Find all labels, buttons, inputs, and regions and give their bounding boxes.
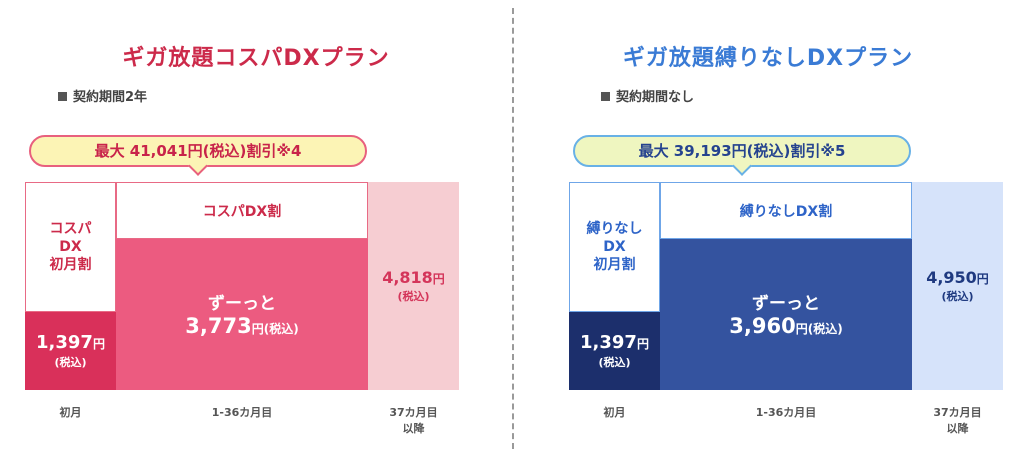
contract-term: 契約期間なし xyxy=(601,86,694,105)
promo-line: コスパ xyxy=(49,220,92,237)
contract-term: 契約期間2年 xyxy=(58,86,147,105)
after-price-block: 4,950円 (税込) xyxy=(912,182,1003,390)
promo-line: DX xyxy=(603,238,626,255)
promo-line: DX xyxy=(59,238,82,255)
main-discount-label: 縛りなしDX割 xyxy=(660,182,912,239)
yen-unit: 円 xyxy=(92,337,105,352)
period-label-after: 37カ月目 以降 xyxy=(912,405,1003,437)
first-month-price: 1,397 xyxy=(580,332,637,354)
discount-badge: 最大 41,041円(税込)割引※4 xyxy=(29,135,367,167)
first-month-price-block: 1,397円 (税込) xyxy=(25,312,116,390)
first-month-price-block: 1,397円 (税込) xyxy=(569,312,660,390)
main-discount-label: コスパDX割 xyxy=(116,182,368,239)
period-label-first: 初月 xyxy=(603,406,626,419)
main-price: 3,960 xyxy=(729,314,796,339)
first-month-price: 1,397 xyxy=(36,332,93,354)
contract-term-text: 契約期間2年 xyxy=(73,90,148,105)
promo-line: 縛りなし xyxy=(586,220,643,237)
tax-note: (税込) xyxy=(598,355,631,369)
discount-badge: 最大 39,193円(税込)割引※5 xyxy=(573,135,911,167)
yen-tax-unit: 円(税込) xyxy=(251,322,299,337)
period-label-after: 37カ月目 以降 xyxy=(368,405,459,437)
contract-term-text: 契約期間なし xyxy=(616,90,695,105)
plan-panel-shibarinashi: ギガ放題縛りなしDXプラン 契約期間なし 最大 39,193円(税込)割引※5 … xyxy=(512,0,1024,449)
plan-panel-kosupa: ギガ放題コスパDXプラン 契約期間2年 最大 41,041円(税込)割引※4 コ… xyxy=(0,0,512,449)
yen-unit: 円 xyxy=(432,272,445,287)
period-label-line: 37カ月目 xyxy=(389,406,438,419)
period-label-line: 37カ月目 xyxy=(933,406,982,419)
always-label: ずーっと xyxy=(752,294,820,315)
tax-note: (税込) xyxy=(54,355,87,369)
square-bullet-icon xyxy=(58,92,67,101)
after-price: 4,818 xyxy=(382,268,433,288)
period-label-main: 1-36カ月目 xyxy=(755,406,817,419)
main-price: 3,773 xyxy=(185,314,252,339)
after-price: 4,950 xyxy=(926,268,977,288)
tax-note: (税込) xyxy=(397,289,430,303)
dashed-divider xyxy=(512,8,514,449)
promo-line: 初月割 xyxy=(593,257,636,274)
plan-title: ギガ放題縛りなしDXプラン xyxy=(622,46,914,71)
always-label: ずーっと xyxy=(208,294,276,315)
first-month-discount-label: 縛りなし DX 初月割 xyxy=(569,182,660,312)
first-month-discount-label: コスパ DX 初月割 xyxy=(25,182,116,312)
period-label-line: 以降 xyxy=(402,422,425,435)
main-price-block: ずーっと 3,773円(税込) xyxy=(116,239,368,390)
period-label-main: 1-36カ月目 xyxy=(211,406,273,419)
square-bullet-icon xyxy=(601,92,610,101)
period-label-first: 初月 xyxy=(59,406,82,419)
after-price-block: 4,818円 (税込) xyxy=(368,182,459,390)
promo-line: 初月割 xyxy=(49,257,92,274)
main-price-block: ずーっと 3,960円(税込) xyxy=(660,239,912,390)
tax-note: (税込) xyxy=(941,289,974,303)
period-label-line: 以降 xyxy=(946,422,969,435)
yen-unit: 円 xyxy=(976,272,989,287)
plan-title: ギガ放題コスパDXプラン xyxy=(122,46,390,71)
yen-unit: 円 xyxy=(636,337,649,352)
yen-tax-unit: 円(税込) xyxy=(795,322,843,337)
